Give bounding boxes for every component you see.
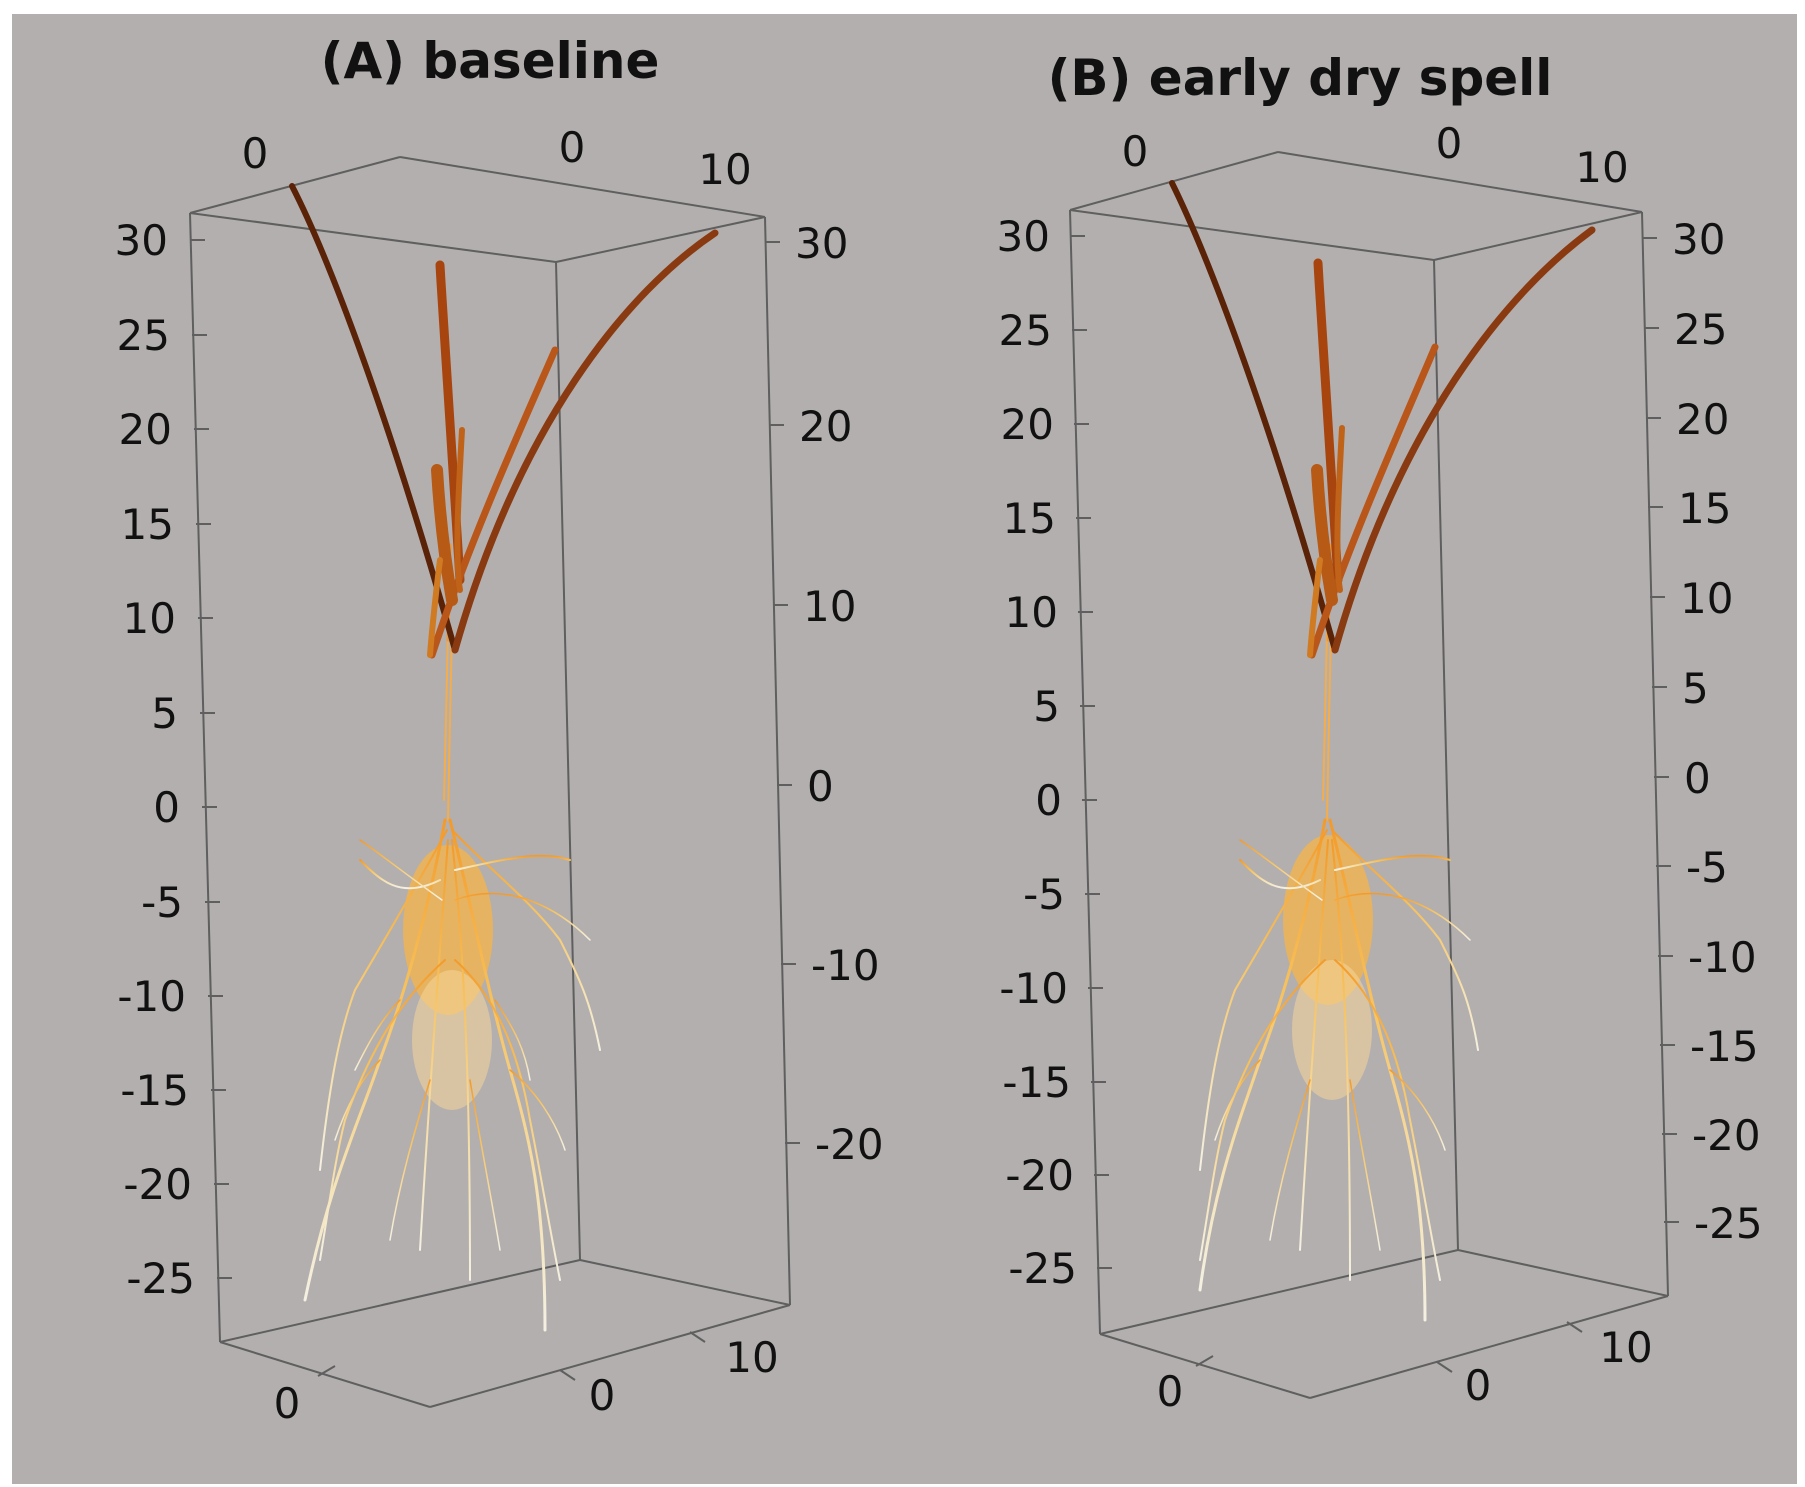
left-tick-label: 30 bbox=[997, 212, 1050, 261]
right-tick-label: 5 bbox=[1682, 664, 1709, 713]
bounding-box bbox=[1069, 151, 1669, 1399]
right-tick-label: -20 bbox=[1692, 1111, 1761, 1160]
panel-title: (A) baseline bbox=[321, 32, 660, 90]
bottom-tick-label: 10 bbox=[1599, 1323, 1652, 1372]
left-tick-label: 10 bbox=[123, 594, 176, 643]
left-tick-label: -10 bbox=[999, 964, 1068, 1013]
right-tick-label: 30 bbox=[1672, 215, 1725, 264]
left-tick-label: 25 bbox=[999, 306, 1052, 355]
bottom-tick-label: 0 bbox=[1157, 1367, 1184, 1416]
shoot-leaves bbox=[1169, 180, 1596, 659]
right-axis: 30 25 20 15 10 5 0 -5 -10 -15 -20 -25 bbox=[1642, 215, 1763, 1248]
left-tick-label: 25 bbox=[117, 311, 170, 360]
left-tick-label: -20 bbox=[123, 1160, 192, 1209]
left-tick-label: -5 bbox=[1023, 870, 1065, 919]
top-axis: 0 0 10 bbox=[242, 123, 752, 194]
bottom-axis: 0 0 10 bbox=[1157, 1321, 1653, 1416]
left-tick-label: 20 bbox=[119, 405, 172, 454]
left-tick-label: -15 bbox=[1002, 1058, 1071, 1107]
right-tick-label: -15 bbox=[1690, 1022, 1759, 1071]
left-tick-label: -25 bbox=[126, 1254, 195, 1303]
left-tick-label: 15 bbox=[121, 500, 174, 549]
bottom-axis: 0 0 10 bbox=[274, 1331, 779, 1428]
top-tick-label: 0 bbox=[1436, 119, 1463, 168]
bottom-tick-label: 0 bbox=[274, 1379, 301, 1428]
shoot-leaves bbox=[289, 183, 719, 659]
left-tick-label: 30 bbox=[115, 216, 168, 265]
top-tick-label: 10 bbox=[1575, 143, 1628, 192]
right-tick-label: 10 bbox=[803, 582, 856, 631]
panel-title: (B) early dry spell bbox=[1048, 49, 1553, 107]
left-tick-label: -20 bbox=[1005, 1151, 1074, 1200]
bounding-box bbox=[189, 156, 791, 1408]
right-tick-label: 0 bbox=[807, 762, 834, 811]
root-system bbox=[303, 629, 601, 1332]
top-axis: 0 0 10 bbox=[1122, 119, 1629, 192]
right-tick-label: -5 bbox=[1686, 843, 1728, 892]
right-tick-label: 10 bbox=[1680, 574, 1733, 623]
top-tick-label: 0 bbox=[559, 123, 586, 172]
right-tick-label: 20 bbox=[1676, 395, 1729, 444]
left-tick-label: 5 bbox=[151, 689, 178, 738]
top-tick-label: 0 bbox=[242, 129, 269, 178]
bottom-tick-label: 10 bbox=[725, 1333, 778, 1382]
right-tick-label: -10 bbox=[1688, 933, 1757, 982]
right-tick-label: -25 bbox=[1694, 1199, 1763, 1248]
top-tick-label: 10 bbox=[698, 145, 751, 194]
right-tick-label: 0 bbox=[1684, 754, 1711, 803]
right-axis: 30 20 10 0 -10 -20 bbox=[765, 219, 884, 1169]
bottom-tick-label: 0 bbox=[1465, 1361, 1492, 1410]
left-axis: 30 25 20 15 10 5 0 -5 -10 -15 -20 -25 bbox=[115, 216, 232, 1303]
bottom-tick-label: 0 bbox=[589, 1371, 616, 1420]
left-tick-label: 0 bbox=[1035, 776, 1062, 825]
top-tick-label: 0 bbox=[1122, 127, 1149, 176]
left-tick-label: -10 bbox=[117, 972, 186, 1021]
root-system bbox=[1198, 629, 1479, 1322]
left-tick-label: 15 bbox=[1003, 494, 1056, 543]
right-tick-label: -10 bbox=[811, 941, 880, 990]
left-tick-label: -25 bbox=[1008, 1244, 1077, 1293]
left-tick-label: 5 bbox=[1033, 682, 1060, 731]
right-tick-label: 30 bbox=[795, 219, 848, 268]
panel-early-dry-spell: (B) early dry spell bbox=[997, 49, 1763, 1416]
left-tick-label: -15 bbox=[120, 1066, 189, 1115]
render-background bbox=[12, 14, 1797, 1484]
left-tick-label: 0 bbox=[153, 783, 180, 832]
right-tick-label: 20 bbox=[799, 402, 852, 451]
right-tick-label: -20 bbox=[815, 1120, 884, 1169]
left-tick-label: -5 bbox=[141, 878, 183, 927]
panel-baseline: (A) baseline bbox=[115, 32, 884, 1428]
left-tick-label: 10 bbox=[1005, 588, 1058, 637]
left-axis: 30 25 20 15 10 5 0 -5 -10 -15 -20 -25 bbox=[997, 212, 1112, 1293]
left-tick-label: 20 bbox=[1001, 400, 1054, 449]
right-tick-label: 25 bbox=[1674, 305, 1727, 354]
right-tick-label: 15 bbox=[1678, 484, 1731, 533]
